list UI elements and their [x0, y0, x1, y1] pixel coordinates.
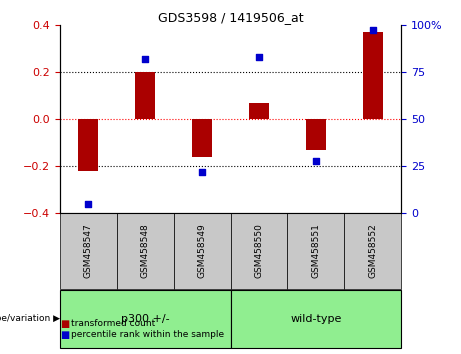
Point — [142, 56, 149, 62]
Text: percentile rank within the sample: percentile rank within the sample — [71, 330, 225, 339]
Bar — [60, 213, 117, 289]
Bar — [117, 213, 174, 289]
Text: genotype/variation ▶: genotype/variation ▶ — [0, 314, 60, 324]
Bar — [306, 119, 326, 150]
Point — [198, 169, 206, 175]
Text: p300 +/-: p300 +/- — [121, 314, 170, 324]
Bar — [344, 213, 401, 289]
Bar — [249, 103, 269, 119]
Point — [369, 28, 376, 33]
Bar — [192, 119, 212, 157]
Bar — [135, 72, 155, 119]
Text: ■: ■ — [60, 319, 69, 329]
Title: GDS3598 / 1419506_at: GDS3598 / 1419506_at — [158, 11, 303, 24]
Text: GSM458547: GSM458547 — [84, 224, 93, 278]
Bar — [230, 213, 287, 289]
Text: GSM458551: GSM458551 — [311, 224, 320, 279]
Text: ■: ■ — [60, 330, 69, 339]
Point — [255, 54, 263, 60]
Bar — [287, 213, 344, 289]
Point — [312, 158, 319, 163]
Text: transformed count: transformed count — [71, 319, 156, 329]
Text: GSM458552: GSM458552 — [368, 224, 377, 278]
Text: wild-type: wild-type — [290, 314, 342, 324]
Text: GSM458548: GSM458548 — [141, 224, 150, 278]
Text: GSM458550: GSM458550 — [254, 224, 263, 279]
Text: GSM458549: GSM458549 — [198, 224, 207, 278]
Point — [85, 201, 92, 207]
Bar — [60, 290, 230, 348]
Bar — [230, 290, 401, 348]
Bar — [78, 119, 98, 171]
Bar — [174, 213, 230, 289]
Bar — [363, 32, 383, 119]
